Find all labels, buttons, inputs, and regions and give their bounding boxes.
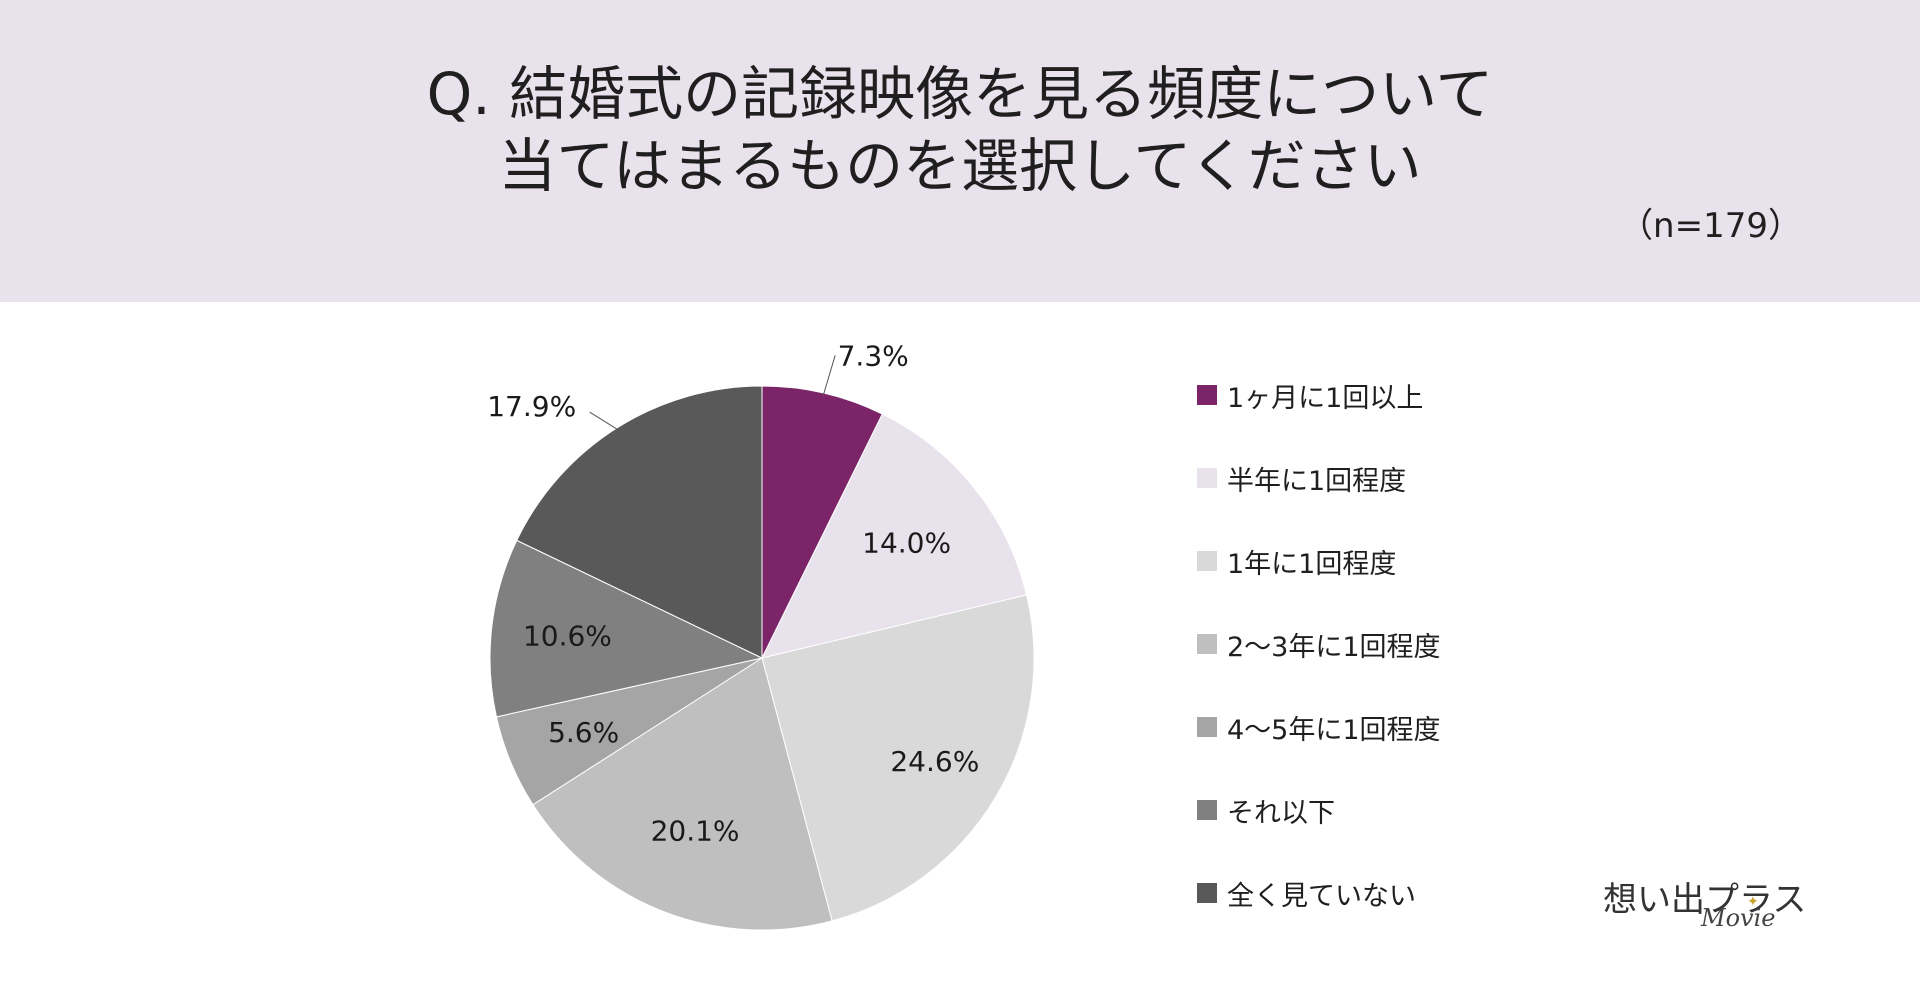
slice-data-label: 14.0% — [862, 527, 951, 560]
pie-slice — [761, 413, 1028, 659]
legend-item: 1年に1回程度 — [1197, 541, 1396, 581]
legend-item: 1ヶ月に1回以上 — [1197, 375, 1423, 415]
leader-line — [822, 355, 836, 396]
legend-item: 半年に1回程度 — [1197, 458, 1406, 498]
legend-label: 1ヶ月に1回以上 — [1227, 382, 1424, 414]
title-line-1: Q. 結婚式の記録映像を見る頻度について — [426, 60, 1494, 128]
legend-label: 半年に1回程度 — [1227, 465, 1407, 497]
pie-slice — [516, 385, 763, 659]
sparkle-icon: ✦ — [1747, 894, 1759, 910]
slice-data-label: 10.6% — [523, 620, 612, 653]
legend-swatch — [1197, 385, 1217, 405]
slice-data-label: 7.3% — [838, 339, 909, 372]
legend-label: 全く見ていない — [1227, 880, 1416, 912]
legend-label: 4～5年に1回程度 — [1227, 714, 1441, 746]
leader-line — [589, 411, 619, 431]
title-line-2: 当てはまるものを選択してください — [498, 132, 1422, 200]
sample-size: （n=179） — [1619, 206, 1802, 246]
header-banner: Q. 結婚式の記録映像を見る頻度について 当てはまるものを選択してください （n… — [0, 0, 1920, 302]
chart-title: Q. 結婚式の記録映像を見る頻度について 当てはまるものを選択してください — [0, 58, 1920, 202]
slice-data-label: 17.9% — [487, 390, 576, 423]
legend-label: それ以下 — [1227, 797, 1335, 829]
legend-swatch — [1197, 634, 1217, 654]
pie-slice — [489, 539, 764, 718]
slice-data-label: 20.1% — [651, 814, 740, 847]
pie-chart: 7.3% 14.0% 24.6% 20.1% 5.6% 10.6% 17.9% — [487, 339, 1035, 931]
logo-main-text: 想い出プラス — [1603, 880, 1807, 920]
logo-sub-text: Movie — [1701, 904, 1776, 932]
slice-data-label: 5.6% — [548, 716, 619, 749]
legend-item: 4～5年に1回程度 — [1197, 707, 1441, 747]
legend-item: それ以下 — [1197, 790, 1335, 830]
pie-slice — [761, 594, 1035, 922]
legend-swatch — [1197, 551, 1217, 571]
legend-swatch — [1197, 883, 1217, 903]
brand-logo: 想い出プラス ✦ Movie — [1603, 872, 1813, 942]
legend-swatch — [1197, 468, 1217, 488]
legend-swatch — [1197, 717, 1217, 737]
legend-label: 1年に1回程度 — [1227, 548, 1397, 580]
legend-item: 2～3年に1回程度 — [1197, 624, 1441, 664]
legend-item: 全く見ていない — [1197, 873, 1416, 913]
pie-slice — [532, 657, 833, 931]
slice-data-label: 24.6% — [890, 745, 979, 778]
legend-label: 2～3年に1回程度 — [1227, 631, 1441, 663]
legend-swatch — [1197, 800, 1217, 820]
